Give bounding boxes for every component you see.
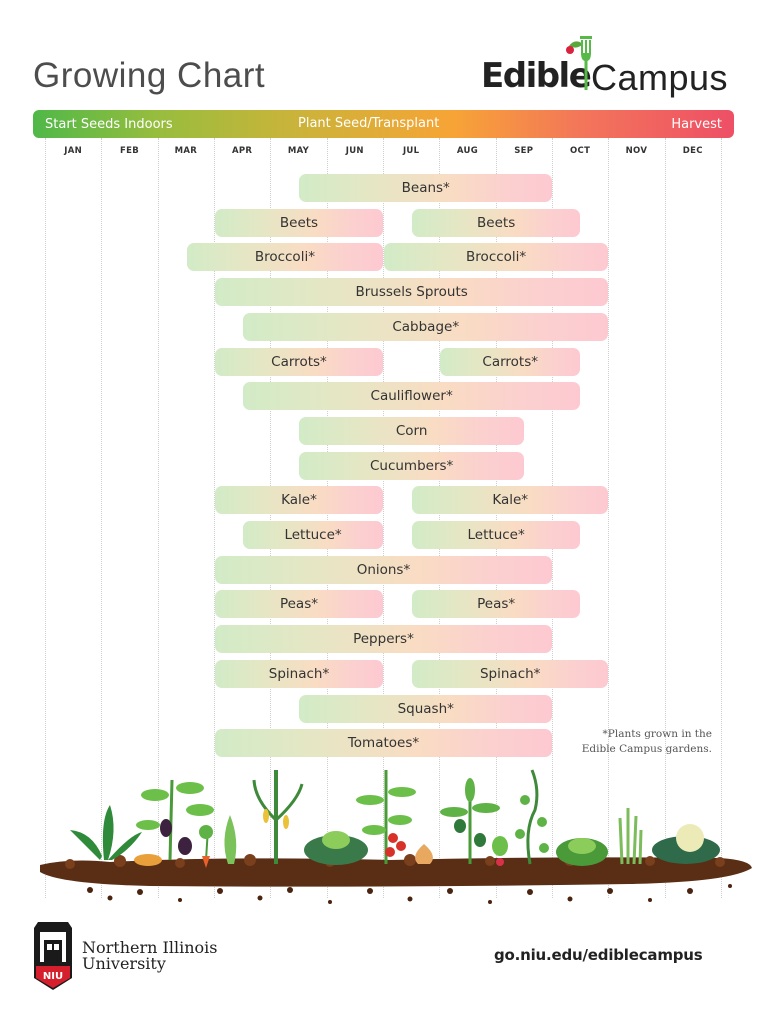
month-label-sep: SEP xyxy=(514,146,534,156)
month-label-jul: JUL xyxy=(402,146,420,156)
crop-bar-beets-2: Beets xyxy=(412,208,581,237)
vegetable-garden-illustration xyxy=(40,769,752,904)
phase-legend-bar: Start Seeds Indoors Plant Seed/Transplan… xyxy=(33,110,734,138)
month-gridline xyxy=(45,138,46,898)
svg-text:NIU: NIU xyxy=(43,971,63,982)
month-gridline xyxy=(720,138,722,898)
month-header: JAN FEB MAR APR MAY JUN JUL AUG SEP OCT NOV DEC xyxy=(45,146,721,160)
footnote-line-1: *Plants grown in the xyxy=(602,728,712,740)
crop-bar-broccoli-1: Broccoli* xyxy=(186,243,383,272)
month-label-apr: APR xyxy=(232,146,253,156)
month-label-mar: MAR xyxy=(174,146,198,156)
month-gridline xyxy=(157,138,159,898)
crop-bar-broccoli-2: Broccoli* xyxy=(383,243,609,272)
month-gridline xyxy=(664,138,666,898)
crop-bar-lettuce-2: Lettuce* xyxy=(412,521,581,549)
month-gridline xyxy=(495,138,497,898)
fork-leaf-icon xyxy=(566,36,592,90)
crop-bar-carrots-2: Carrots* xyxy=(440,347,581,376)
month-label-jun: JUN xyxy=(345,146,364,156)
month-gridline xyxy=(101,138,103,898)
month-gridline xyxy=(551,138,553,898)
month-label-dec: DEC xyxy=(682,146,703,156)
crop-bar-spinach-2: Spinach* xyxy=(412,659,609,688)
month-label-nov: NOV xyxy=(625,146,648,156)
month-gridline xyxy=(382,138,384,898)
crop-bar-beans: Beans* xyxy=(299,174,552,202)
month-label-feb: FEB xyxy=(119,146,139,156)
crop-bar-cauliflower: Cauliflower* xyxy=(243,382,581,411)
crop-bar-cucumbers: Cucumbers* xyxy=(299,451,524,480)
niu-shield-logo: NIU xyxy=(34,922,72,990)
month-gridline xyxy=(213,138,215,898)
phase-harvest: Harvest xyxy=(671,116,722,132)
crop-bar-squash: Squash* xyxy=(299,694,552,723)
crop-bar-onions: Onions* xyxy=(214,555,552,584)
logo-edible-text: Edible xyxy=(481,56,592,96)
crop-bar-corn: Corn xyxy=(299,416,524,445)
crop-bar-peppers: Peppers* xyxy=(214,625,552,654)
crop-bar-lettuce-1: Lettuce* xyxy=(243,521,383,549)
month-gridlines xyxy=(45,138,722,898)
month-gridline xyxy=(326,138,328,898)
crop-bar-tomatoes: Tomatoes* xyxy=(214,729,552,758)
university-name-line-1: Northern Illinois xyxy=(82,938,218,957)
footnote: *Plants grown in the Edible Campus garde… xyxy=(570,727,712,757)
crop-bar-brussels-sprouts: Brussels Sprouts xyxy=(214,278,609,307)
crop-bar-peas-1: Peas* xyxy=(214,590,383,619)
phase-plant-seed: Plant Seed/Transplant xyxy=(298,116,440,131)
crop-bar-carrots-1: Carrots* xyxy=(214,347,383,376)
month-gridline xyxy=(270,138,272,898)
logo-campus-text: Campus xyxy=(591,57,729,98)
crop-bar-cabbage: Cabbage* xyxy=(243,312,609,341)
crop-bar-peas-2: Peas* xyxy=(412,590,581,619)
crop-bar-kale-1: Kale* xyxy=(214,486,383,515)
month-label-oct: OCT xyxy=(570,146,591,156)
university-name: Northern Illinois University xyxy=(82,940,217,972)
month-label-may: MAY xyxy=(287,146,310,156)
month-label-jan: JAN xyxy=(64,146,83,156)
crop-bar-beets-1: Beets xyxy=(214,208,383,237)
page-title: Growing Chart xyxy=(33,56,266,95)
footnote-line-2: Edible Campus gardens. xyxy=(581,743,712,755)
month-label-aug: AUG xyxy=(456,146,479,156)
phase-start-seeds: Start Seeds Indoors xyxy=(45,116,173,132)
edible-campus-logo: Edible Campus xyxy=(481,36,741,100)
month-gridline xyxy=(439,138,441,898)
month-gridline xyxy=(608,138,610,898)
website-link[interactable]: go.niu.edu/ediblecampus xyxy=(494,946,703,964)
university-name-line-2: University xyxy=(82,954,166,973)
crop-bar-spinach-1: Spinach* xyxy=(214,659,383,688)
crop-bar-kale-2: Kale* xyxy=(412,486,609,515)
